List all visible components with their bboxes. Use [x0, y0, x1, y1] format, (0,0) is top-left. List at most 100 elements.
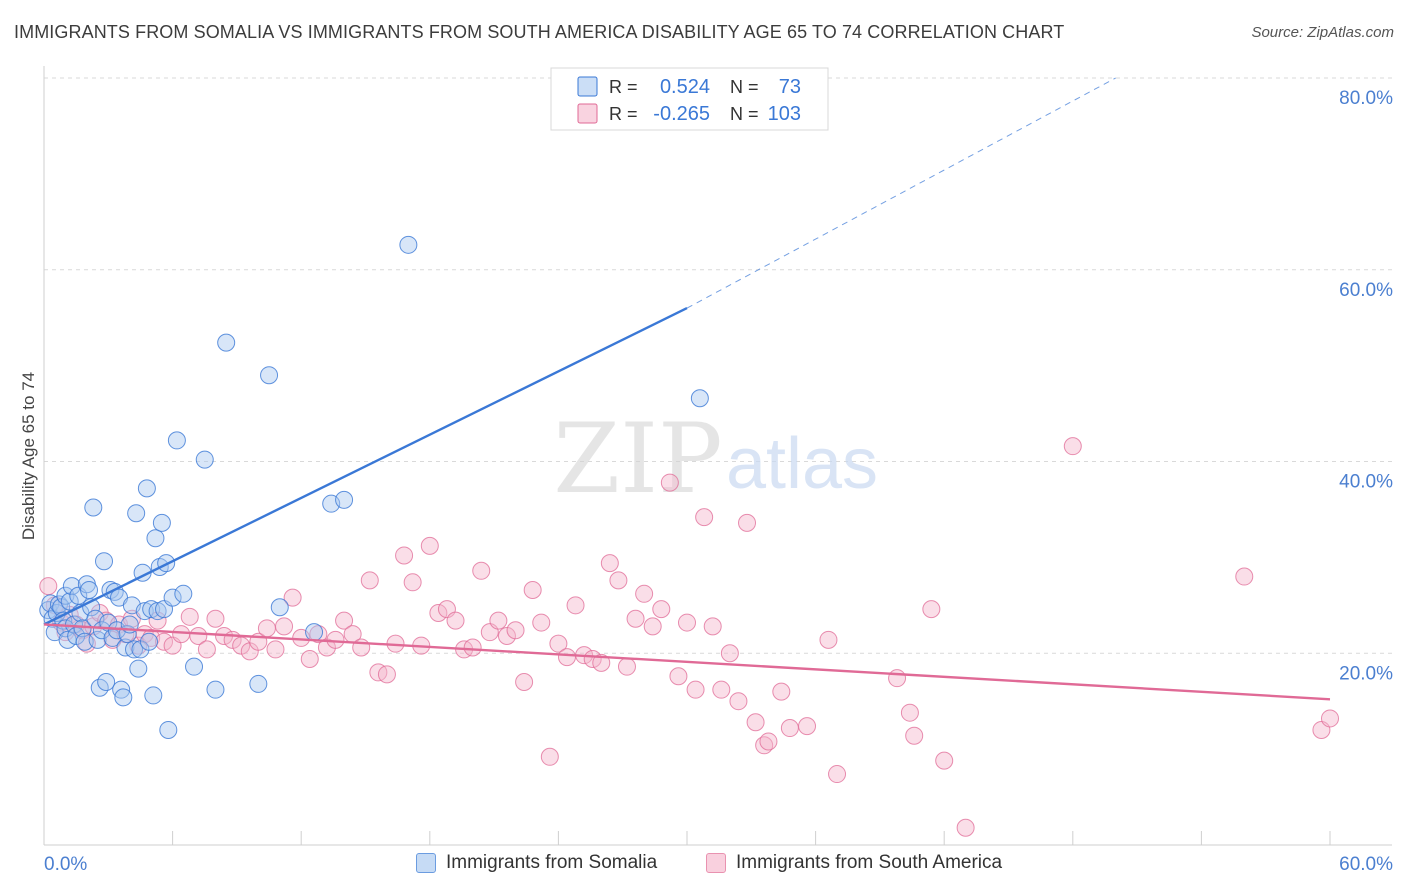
point-somalia — [305, 623, 324, 642]
point-somalia — [174, 584, 193, 603]
point-south-america — [956, 818, 975, 837]
point-south-america — [549, 634, 568, 653]
point-south-america — [617, 657, 636, 676]
point-somalia — [65, 615, 84, 634]
point-somalia — [206, 680, 225, 699]
legend-swatch-blue — [416, 853, 436, 873]
point-somalia — [80, 580, 99, 599]
point-somalia — [62, 577, 81, 596]
point-south-america — [678, 613, 696, 632]
point-somalia — [84, 498, 103, 517]
trendline-south-america — [43, 623, 1331, 701]
point-south-america — [1235, 567, 1254, 586]
point-somalia — [217, 333, 236, 352]
point-somalia — [95, 552, 114, 571]
legend-n-value-1: 73 — [779, 76, 801, 98]
point-south-america — [759, 732, 778, 751]
stats-legend: R = 0.524 N = 73 R = -0.265 N = 103 — [550, 67, 829, 131]
point-south-america — [326, 630, 345, 649]
legend-label-somalia: Immigrants from Somalia — [446, 852, 658, 873]
y-tick-label: 40.0% — [1339, 472, 1393, 493]
trendline-somalia — [43, 307, 688, 626]
point-south-america — [472, 561, 491, 580]
point-south-america — [729, 692, 748, 711]
point-south-america — [922, 600, 941, 619]
point-somalia — [399, 235, 418, 254]
point-south-america — [489, 611, 508, 630]
legend-label-south-america: Immigrants from South America — [736, 852, 1003, 873]
point-south-america — [197, 640, 216, 659]
point-south-america — [506, 621, 525, 640]
point-somalia — [260, 366, 279, 385]
point-somalia — [148, 602, 167, 621]
point-south-america — [523, 580, 542, 599]
point-somalia — [163, 588, 182, 607]
point-somalia — [146, 529, 165, 548]
tick-labels: 20.0% 40.0% 60.0% 80.0% 0.0% 60.0% — [44, 88, 1393, 875]
legend-n-value-2: 103 — [768, 103, 801, 125]
point-somalia — [125, 640, 144, 659]
legend-swatch-south-america — [577, 103, 598, 124]
x-tick-label: 0.0% — [44, 854, 87, 875]
point-south-america — [446, 611, 465, 630]
point-somalia — [335, 490, 354, 509]
watermark-atlas: atlas — [726, 424, 878, 504]
y-tick-label: 60.0% — [1339, 280, 1393, 301]
point-south-america — [360, 571, 379, 590]
point-south-america — [283, 588, 302, 607]
point-south-america — [738, 513, 757, 532]
point-somalia — [144, 686, 163, 705]
point-south-america — [660, 473, 679, 492]
point-south-america — [377, 665, 396, 684]
point-south-america — [148, 611, 167, 630]
point-south-america — [798, 717, 817, 736]
point-south-america — [155, 632, 174, 651]
point-south-america — [780, 719, 799, 738]
point-somalia — [92, 621, 111, 640]
y-tick-label: 80.0% — [1339, 88, 1393, 109]
legend-swatch-pink — [706, 853, 726, 873]
point-south-america — [652, 600, 671, 619]
y-tick-label: 20.0% — [1339, 663, 1393, 684]
chart-title: IMMIGRANTS FROM SOMALIA VS IMMIGRANTS FR… — [14, 22, 1065, 42]
point-south-america — [900, 703, 919, 722]
point-somalia — [60, 592, 79, 611]
point-somalia — [112, 680, 131, 699]
point-somalia — [152, 513, 171, 532]
point-somalia — [270, 598, 289, 617]
point-south-america — [566, 596, 585, 615]
point-south-america — [609, 571, 628, 590]
watermark: ZIP atlas — [553, 403, 878, 515]
point-south-america — [335, 611, 354, 630]
point-somalia — [137, 479, 156, 498]
point-south-america — [557, 648, 576, 667]
point-south-america — [592, 653, 611, 672]
point-somalia — [690, 389, 709, 408]
point-south-america — [39, 577, 58, 596]
point-somalia — [249, 674, 268, 693]
point-somalia — [114, 688, 133, 707]
point-south-america — [515, 673, 534, 692]
legend-r-label-1: R = — [609, 77, 638, 97]
point-somalia — [135, 602, 154, 621]
point-south-america — [695, 508, 714, 527]
point-south-america — [888, 669, 907, 688]
point-south-america — [395, 546, 414, 565]
trendline-somalia-extension — [686, 77, 1116, 309]
trendlines — [43, 77, 1331, 701]
point-south-america — [703, 617, 722, 636]
series-legend: Immigrants from Somalia Immigrants from … — [0, 852, 1406, 878]
legend-r-value-1: 0.524 — [660, 76, 710, 98]
point-south-america — [532, 613, 551, 632]
point-south-america — [300, 650, 319, 669]
point-south-america — [635, 584, 654, 603]
point-somalia — [97, 673, 116, 692]
point-somalia — [129, 659, 148, 678]
legend-item-south-america[interactable]: Immigrants from South America — [706, 852, 1002, 874]
legend-r-label-2: R = — [609, 104, 638, 124]
point-south-america — [828, 765, 847, 784]
gridlines — [44, 77, 1392, 654]
legend-item-somalia[interactable]: Immigrants from Somalia — [416, 852, 657, 874]
point-south-america — [686, 680, 705, 699]
